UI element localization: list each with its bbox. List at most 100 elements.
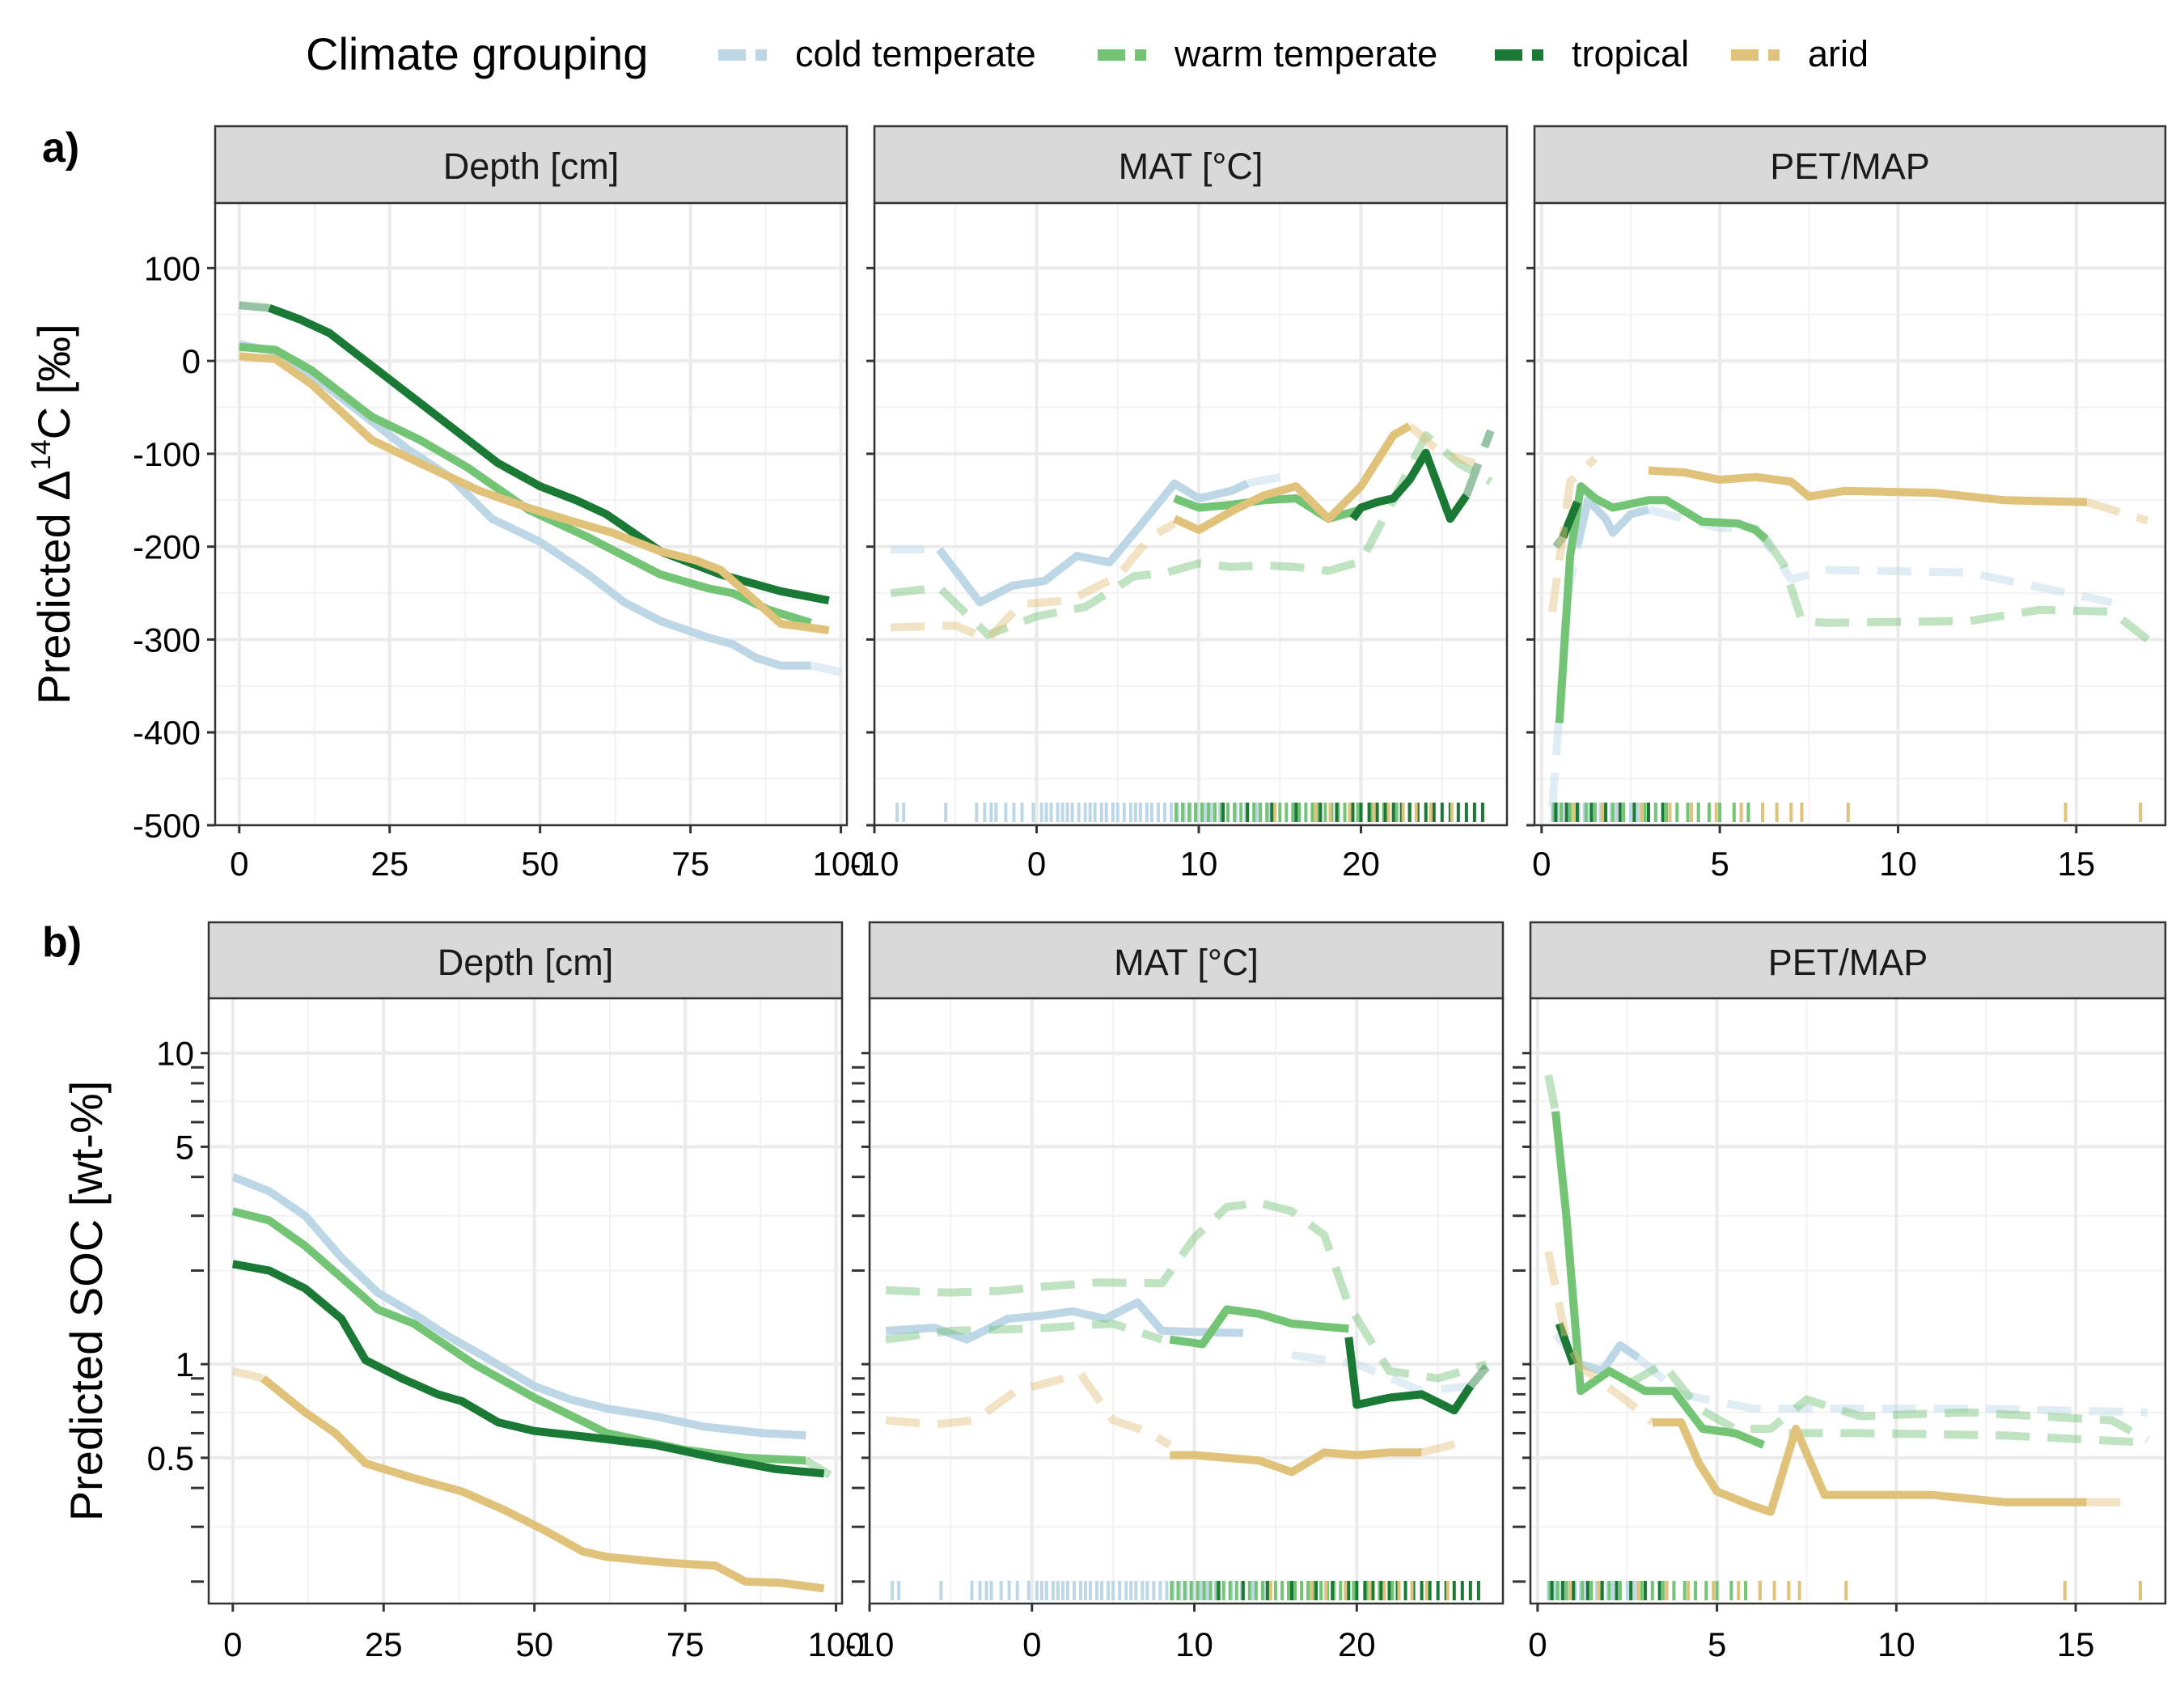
legend-entry-cold-temperate: cold temperate	[718, 33, 1036, 74]
series-arid-solid-5	[260, 1375, 825, 1593]
series-arid-solid-5	[239, 352, 830, 634]
series-arid-solid-8	[1648, 466, 2088, 506]
x-tick-label: 25	[365, 1625, 403, 1663]
series-warm-temperate-dashed-2	[885, 1198, 1488, 1383]
y-tick-label: -400	[133, 714, 201, 752]
y-tick-label: 100	[144, 249, 201, 287]
series-cold-temperate-solid-1	[1573, 496, 1650, 548]
x-tick-label: 25	[370, 845, 408, 883]
facet-strip	[1529, 921, 2167, 1000]
x-tick-label: 75	[667, 1625, 705, 1663]
y-tick-label: 0.5	[147, 1439, 194, 1477]
x-tick-label: 50	[521, 845, 559, 883]
series-lines	[238, 301, 842, 676]
series-arid-solid-8	[1170, 1448, 1422, 1477]
facet-strip-label: PET/MAP	[1768, 942, 1928, 983]
legend-entry-warm-temperate: warm temperate	[1098, 33, 1437, 74]
x-tick-label: 75	[671, 845, 709, 883]
x-tick-label: 0	[1027, 845, 1046, 883]
gridlines	[209, 998, 842, 1604]
series-arid-dashed-7	[1548, 455, 1598, 612]
series-lines	[890, 422, 1495, 644]
panel-b-mat: MAT [°C] -10 0 10 20	[845, 921, 1505, 1663]
y-tick-label: 0	[182, 342, 201, 380]
plot-area	[870, 998, 1503, 1604]
gridlines	[1530, 998, 2165, 1604]
y-axis-label: Predicted SOC [wt-%]	[61, 1081, 112, 1522]
facet-strip-label: MAT [°C]	[1114, 942, 1259, 983]
series-cold-temperate-solid-1	[936, 479, 1250, 607]
facet-strip	[1533, 125, 2167, 205]
legend-entry-tropical: tropical	[1495, 33, 1689, 74]
facet-strip	[214, 125, 849, 205]
x-tick-label: 50	[515, 1625, 553, 1663]
series-tropical-solid-6	[1559, 500, 1581, 540]
series-warm-temperate-solid-4	[1551, 1111, 1766, 1449]
series-arid-dashed-8	[1544, 1251, 1656, 1426]
series-lines	[231, 1173, 832, 1593]
legend-label: arid	[1808, 33, 1869, 74]
series-cold-temperate-solid-1	[1579, 1341, 1640, 1375]
x-tick-label: 100	[808, 1625, 865, 1663]
rug-petmap	[1551, 803, 2143, 822]
x-tick-label: 20	[1342, 845, 1380, 883]
rug-petmap	[1547, 1581, 2142, 1600]
series-cold-temperate-dashed-1	[810, 661, 842, 676]
gridlines	[1534, 203, 2165, 825]
series-tropical-solid-5	[1349, 448, 1470, 523]
y-axis-label: Predicted Δ14C [‰]	[26, 324, 79, 705]
panel-border	[214, 201, 849, 827]
y-tick-label: 5	[176, 1128, 194, 1166]
x-tick-label: 0	[1532, 845, 1551, 883]
legend: Climate grouping cold temperate warm temp…	[306, 28, 1869, 79]
series-warm-temperate-dashed-4	[1763, 536, 2151, 643]
series-cold-temperate-dashed-2	[1246, 472, 1281, 488]
legend-label: tropical	[1572, 33, 1689, 74]
series-arid-dashed-7	[890, 519, 1177, 644]
series-tropical-dashed-3	[239, 301, 270, 312]
x-tick-label: 10	[1175, 1625, 1213, 1663]
series-arid-dashed-4	[231, 1366, 265, 1383]
y-tick-label: -200	[133, 528, 201, 566]
legend-entry-arid: arid	[1731, 33, 1869, 74]
x-tick-label: 0	[223, 1625, 242, 1663]
rug-mat	[891, 1581, 1480, 1600]
panel-b-depth: Depth [cm] 10 5 1 0.5 0 25 50 75 100	[147, 921, 865, 1663]
x-tick-label: 0	[230, 845, 248, 883]
legend-title: Climate grouping	[306, 28, 648, 79]
x-tick-label: 10	[1879, 845, 1917, 883]
panel-border	[1533, 201, 2167, 827]
y-tick-label: -100	[133, 435, 201, 473]
series-tropical-dashed-6	[1462, 429, 1495, 498]
plot-area	[209, 998, 842, 1604]
x-tick-label: -10	[850, 845, 899, 883]
panel-a-mat: MAT [°C] -10 0 10 20	[850, 125, 1509, 883]
series-warm-temperate-dashed-3	[890, 430, 1493, 639]
gridlines	[870, 998, 1503, 1604]
row-b: b) Predicted SOC [wt-%] Depth [cm] 10 5 1 0.5 0…	[42, 919, 2167, 1663]
row-a: a)Predicted Δ14C [‰]Depth [cm]1000-100-2…	[26, 125, 2167, 883]
panel-tag: b)	[42, 919, 82, 966]
series-arid-solid-9	[1652, 1418, 2087, 1516]
x-tick-label: 10	[1877, 1625, 1915, 1663]
x-tick-label: 5	[1708, 1625, 1726, 1663]
series-lines	[885, 1198, 1490, 1477]
x-tick-label: 10	[1180, 845, 1218, 883]
x-tick-label: 0	[1022, 1625, 1041, 1663]
legend-label: cold temperate	[795, 33, 1036, 74]
series-tropical-dashed-5	[1552, 535, 1567, 549]
plot-area	[1530, 998, 2165, 1604]
series-cold-temperate-solid-0	[885, 1298, 1243, 1344]
series-tropical-solid-5	[1344, 1337, 1474, 1415]
panel-border	[207, 997, 844, 1605]
panel-border	[873, 201, 1509, 827]
facet-strip	[207, 921, 844, 1000]
panel-border	[868, 997, 1505, 1605]
plot-area	[874, 203, 1507, 825]
series-tropical-dashed-6	[1467, 1364, 1490, 1389]
legend-entries: cold temperate warm temperate tropical arid	[718, 33, 1869, 74]
series-warm-temperate-dashed-5	[1625, 1360, 2150, 1444]
facet-grid: a)Predicted Δ14C [‰]Depth [cm]1000-100-2…	[26, 125, 2167, 1663]
series-lines	[1544, 1074, 2150, 1516]
series-arid-dashed-9	[1407, 422, 1476, 468]
